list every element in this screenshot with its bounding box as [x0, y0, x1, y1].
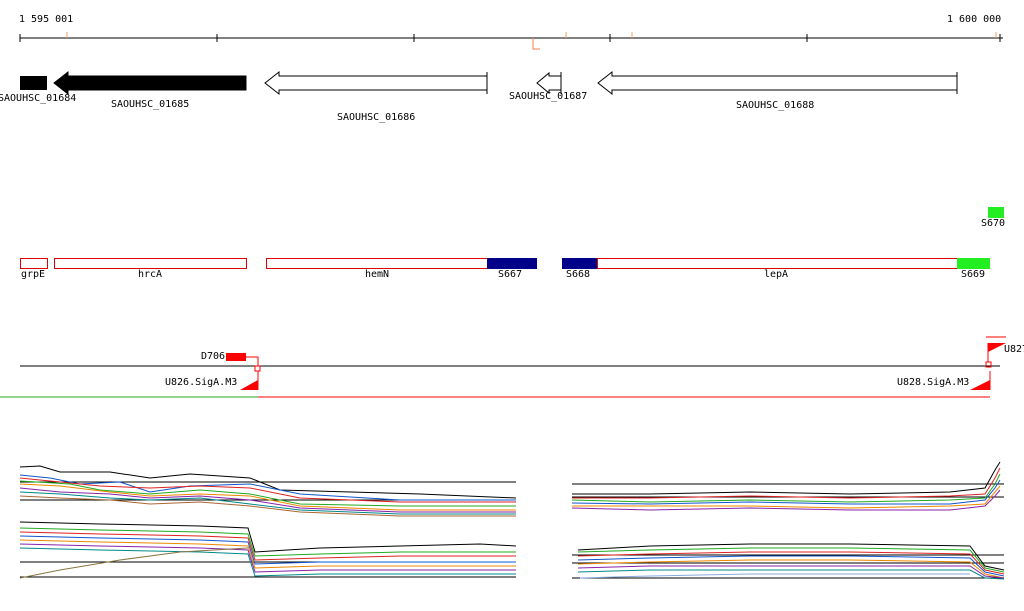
segment-hemn[interactable] — [266, 258, 488, 269]
promoter-u826-flag[interactable] — [240, 380, 258, 390]
promoter-u828-flag[interactable] — [970, 380, 990, 390]
transcript-track — [0, 336, 1006, 398]
gene-saouhsc-01685[interactable] — [53, 70, 247, 96]
expression-panel-right-top — [571, 461, 1004, 511]
gene-saouhsc-01688[interactable] — [597, 70, 958, 96]
expression-panel-right-bottom — [572, 543, 1005, 580]
segment-label: S670 — [981, 218, 1006, 229]
gene-label: SAOUHSC_01688 — [736, 100, 815, 111]
segment-grpe[interactable] — [20, 258, 48, 269]
gene-saouhsc-01687[interactable] — [536, 71, 562, 95]
promoter-u827-flag[interactable] — [988, 343, 1006, 352]
expression-panel-left-bottom — [19, 521, 517, 579]
coordinate-ruler — [19, 32, 1003, 50]
segment-s670[interactable] — [988, 207, 1004, 218]
coordinate-start: 1 595 001 — [19, 14, 74, 25]
promoter-label: U826.SigA.M3 — [165, 377, 238, 388]
segment-hrca[interactable] — [54, 258, 247, 269]
gene-label: SAOUHSC_01685 — [111, 99, 190, 110]
promoter-d706-box[interactable] — [226, 353, 246, 361]
segment-s667[interactable] — [487, 258, 537, 269]
gene-saouhsc-01686[interactable] — [264, 70, 488, 96]
segment-label: hemN — [365, 269, 390, 280]
segment-lepa[interactable] — [597, 258, 958, 269]
coordinate-end: 1 600 000 — [947, 14, 1002, 25]
gene-track — [20, 70, 958, 96]
gene-label: SAOUHSC_01686 — [337, 112, 416, 123]
gene-label: SAOUHSC_01687 — [509, 91, 588, 102]
segment-label: S668 — [566, 269, 591, 280]
gene-saouhsc-01684[interactable] — [20, 76, 47, 90]
segment-label: S667 — [498, 269, 523, 280]
segment-label: hrcA — [138, 269, 163, 280]
expression-panel-left-top — [19, 465, 517, 517]
segment-s668[interactable] — [562, 258, 598, 269]
promoter-label: U827 — [1004, 344, 1024, 355]
segment-label: lepA — [764, 269, 789, 280]
segment-label: grpE — [21, 269, 46, 280]
gene-label: SAOUHSC_01684 — [0, 93, 77, 104]
promoter-label: U828.SigA.M3 — [897, 377, 970, 388]
segment-label: S669 — [961, 269, 986, 280]
segment-s669[interactable] — [957, 258, 990, 269]
promoter-label: D706 — [201, 351, 226, 362]
